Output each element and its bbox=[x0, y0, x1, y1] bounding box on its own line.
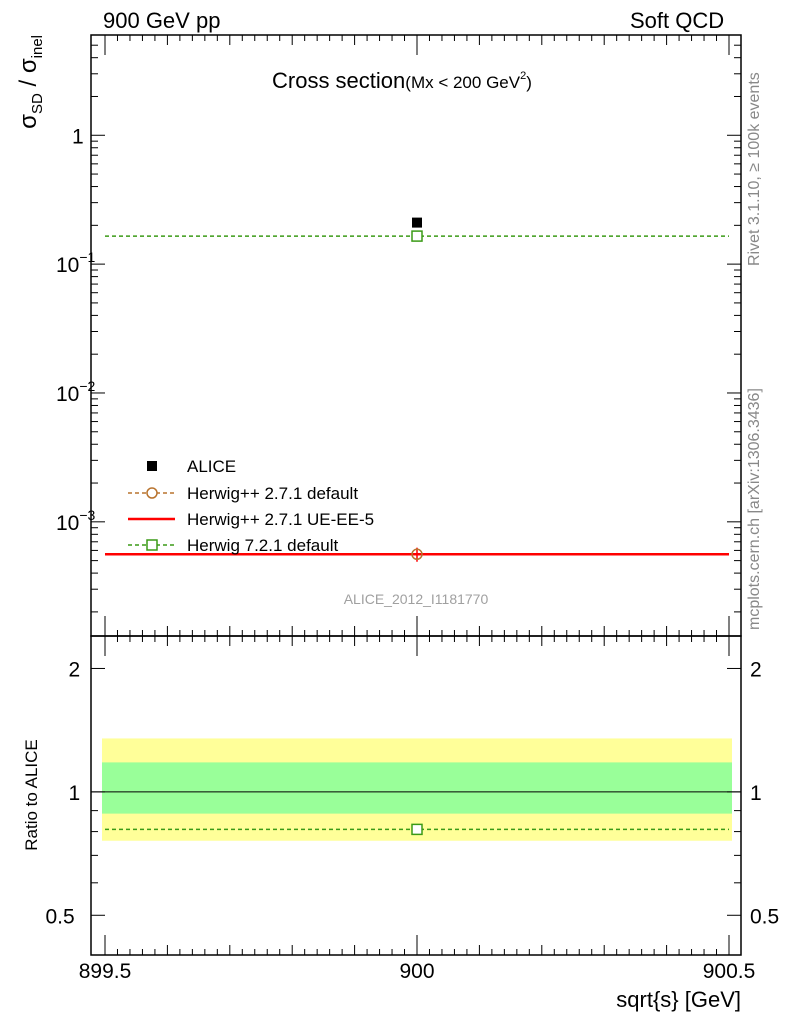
x-tick-label: 900 bbox=[399, 960, 434, 983]
legend-label: ALICE bbox=[187, 457, 236, 476]
header-right: Soft QCD bbox=[630, 8, 725, 33]
ratio-y-tick-label-right: 1 bbox=[750, 782, 762, 805]
series-herwig721-marker bbox=[411, 230, 423, 242]
chart-title: Cross section(Mx < 200 GeV2) bbox=[272, 68, 532, 93]
ratio-frame bbox=[90, 635, 742, 956]
legend-label: Herwig 7.2.1 default bbox=[187, 536, 338, 555]
ratio-herwig721-marker bbox=[411, 823, 423, 836]
y-tick-label: 10−2 bbox=[56, 378, 96, 406]
y-tick-label: 10−1 bbox=[56, 249, 96, 277]
ratio-y-tick-label: 1 bbox=[69, 782, 81, 805]
ratio-y-tick-label-right: 0.5 bbox=[750, 905, 779, 928]
legend-label: Herwig++ 2.7.1 UE-EE-5 bbox=[187, 510, 374, 529]
x-tick-label: 900.5 bbox=[703, 960, 756, 983]
series-alice-marker bbox=[412, 217, 422, 228]
ratio-y-axis-label: Ratio to ALICE bbox=[22, 739, 41, 851]
legend-herwig721-marker bbox=[146, 539, 158, 551]
legend-herwigpp-default-marker bbox=[146, 487, 158, 499]
ratio-y-tick-label-right: 2 bbox=[750, 658, 762, 681]
series-herwigpp-default-marker bbox=[411, 548, 423, 561]
ratio-band-inner bbox=[102, 762, 732, 814]
analysis-watermark: ALICE_2012_I1181770 bbox=[344, 591, 489, 607]
x-tick-label: 899.5 bbox=[79, 960, 132, 983]
legend-label: Herwig++ 2.7.1 default bbox=[187, 484, 358, 503]
y-axis-label: σSD / σinel bbox=[15, 35, 46, 129]
ratio-y-tick-label: 0.5 bbox=[46, 905, 75, 928]
header-left: 900 GeV pp bbox=[103, 8, 221, 33]
legend-alice-marker bbox=[147, 461, 157, 471]
y-tick-label: 1 bbox=[72, 125, 84, 148]
y-tick-label: 10−3 bbox=[56, 507, 96, 535]
ratio-y-tick-label: 2 bbox=[69, 658, 81, 681]
x-axis-label: sqrt{s} [GeV] bbox=[616, 987, 741, 1012]
